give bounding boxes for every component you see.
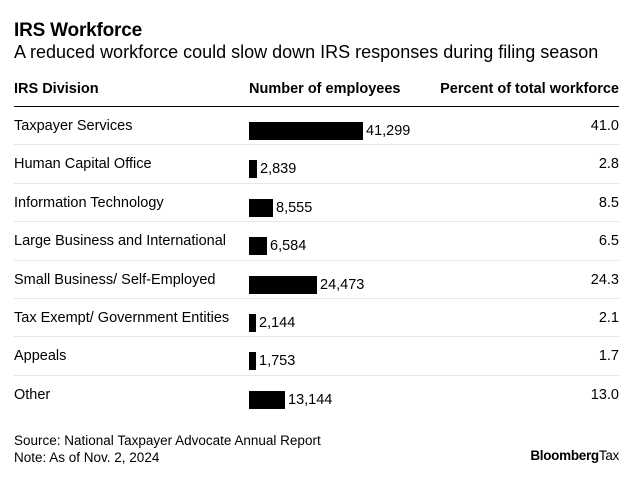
employee-count-label: 41,299 — [366, 123, 411, 139]
percent-value: 2.1 — [598, 309, 619, 326]
percent-value: 8.5 — [598, 194, 619, 211]
table-row: Taxpayer Services 41,299 41.0 — [14, 107, 619, 146]
table-row: Human Capital Office 2,839 2.8 — [14, 145, 619, 184]
division-label: Tax Exempt/ Government Entities — [14, 309, 230, 326]
chart-title: IRS Workforce — [14, 20, 142, 41]
division-label: Human Capital Office — [14, 156, 152, 173]
table-row: Other 13,144 13.0 — [14, 376, 619, 414]
employee-bar — [249, 198, 273, 217]
logo-light: Tax — [598, 448, 619, 463]
employee-count-label: 13,144 — [288, 391, 333, 408]
table-row: Large Business and International 6,584 6.5 — [14, 222, 619, 261]
division-label: Information Technology — [14, 194, 164, 211]
column-header-employees: Number of employees — [249, 81, 401, 97]
table-row: Appeals 1,753 1.7 — [14, 337, 619, 376]
logo-bold: Bloomberg — [530, 448, 599, 463]
division-label: Appeals — [14, 348, 67, 365]
employee-bar — [249, 237, 267, 256]
division-label: Large Business and International — [14, 233, 227, 250]
employee-bar — [249, 160, 257, 179]
column-header-division: IRS Division — [14, 81, 99, 97]
employee-count-label: 24,473 — [320, 276, 365, 293]
employee-bar — [249, 275, 317, 294]
percent-value: 6.5 — [598, 233, 619, 250]
chart-subtitle: A reduced workforce could slow down IRS … — [14, 42, 599, 62]
bloomberg-tax-logo: BloombergTax — [530, 448, 619, 463]
table-row: Tax Exempt/ Government Entities 2,144 2.1 — [14, 299, 619, 338]
employee-count-label: 2,144 — [259, 314, 296, 331]
header-divider — [14, 106, 619, 107]
percent-value: 1.7 — [598, 348, 619, 365]
column-header-percent: Percent of total workforce — [440, 81, 619, 97]
employee-count-label: 6,584 — [270, 238, 307, 255]
division-label: Taxpayer Services — [14, 118, 133, 134]
employee-bar — [249, 352, 256, 371]
date-note: Note: As of Nov. 2, 2024 — [14, 450, 160, 465]
table-body: Taxpayer Services 41,299 41.0 Human Capital… — [14, 107, 619, 414]
employee-count-label: 8,555 — [276, 199, 313, 216]
percent-value: 13.0 — [590, 386, 619, 403]
division-label: Small Business/ Self-Employed — [14, 271, 216, 288]
footer-notes: Source: National Taxpayer Advocate Annua… — [14, 432, 321, 466]
table-row: Small Business/ Self-Employed 24,473 24.3 — [14, 261, 619, 299]
percent-value: 24.3 — [590, 271, 619, 288]
employee-bar — [249, 122, 363, 140]
source-note: Source: National Taxpayer Advocate Annua… — [14, 433, 321, 448]
percent-value: 2.8 — [598, 156, 619, 173]
division-label: Other — [14, 386, 51, 403]
employee-count-label: 1,753 — [259, 353, 296, 370]
employee-count-label: 2,839 — [260, 161, 297, 178]
employee-bar — [249, 313, 256, 332]
percent-value: 41.0 — [590, 118, 619, 134]
table-row: Information Technology 8,555 8.5 — [14, 184, 619, 223]
employee-bar — [249, 390, 285, 409]
